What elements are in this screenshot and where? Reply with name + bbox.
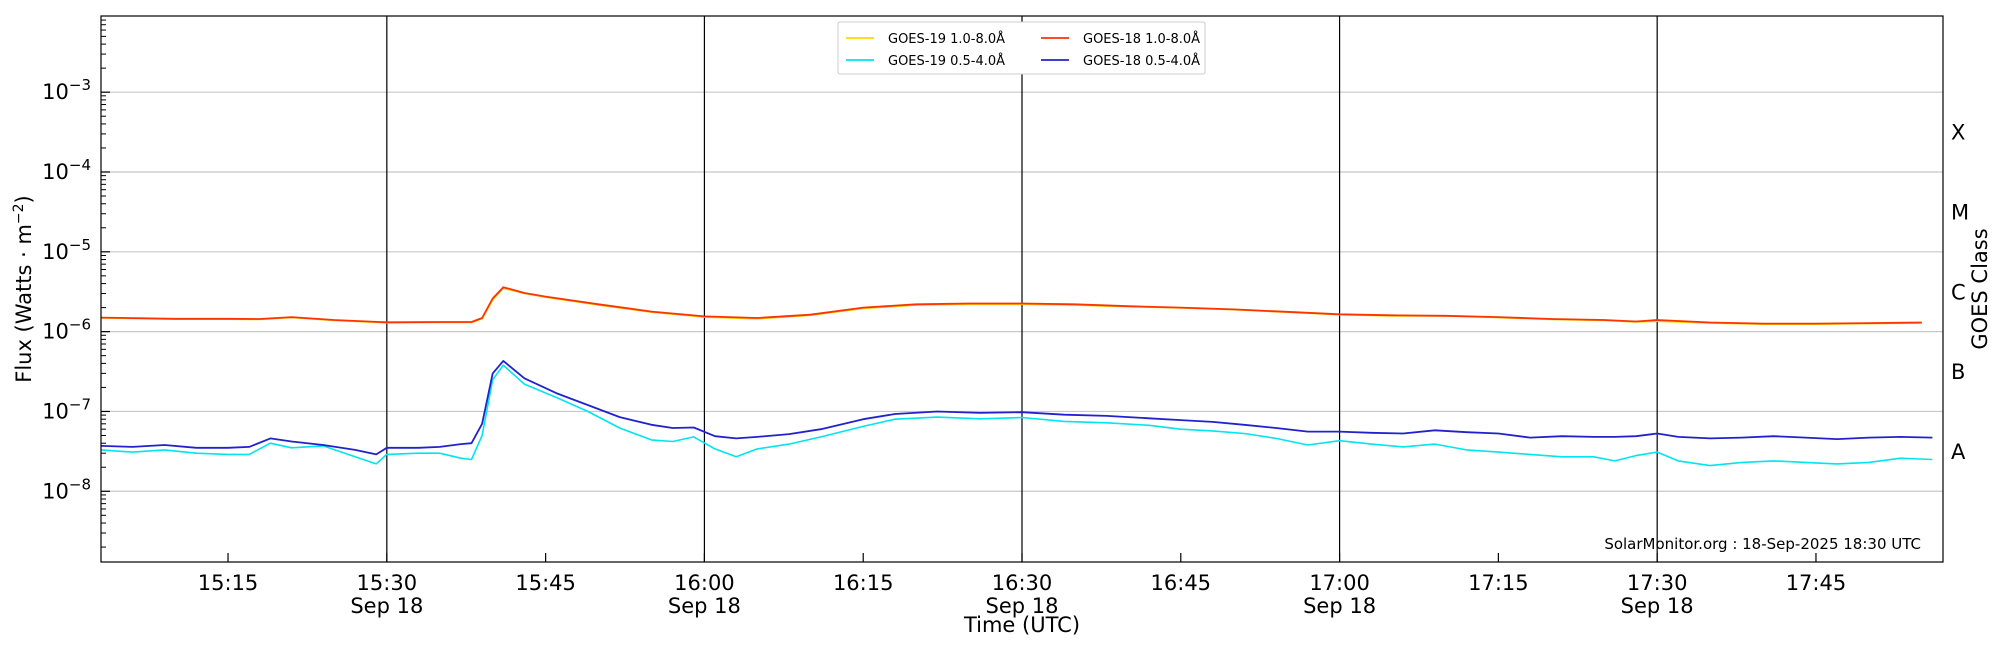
- y-tick-label: 10−6: [42, 316, 91, 344]
- x-tick-label: 17:30: [1627, 571, 1688, 595]
- legend-label: GOES-19 1.0-8.0Å: [888, 31, 1005, 47]
- y-tick-base: 10: [42, 80, 69, 104]
- y-tick-exp: −3: [69, 76, 91, 94]
- y-tick-label: 10−4: [42, 156, 91, 184]
- x-tick-label: 16:45: [1151, 571, 1212, 595]
- credit-text: SolarMonitor.org : 18-Sep-2025 18:30 UTC: [1604, 535, 1921, 553]
- y-tick-exp: −4: [69, 156, 91, 174]
- series-line-3: [100, 360, 1933, 456]
- legend-label: GOES-18 0.5-4.0Å: [1083, 53, 1200, 69]
- x-tick-label: 17:15: [1468, 571, 1529, 595]
- y-tick-exp: −6: [69, 316, 91, 334]
- goes-class-c: C: [1951, 280, 1966, 304]
- y-tick-label: 10−7: [42, 395, 91, 423]
- x-tick-label: 16:00: [674, 571, 735, 595]
- goes-class-x: X: [1951, 121, 1965, 145]
- goes-class-labels: A B C M X: [1951, 121, 1969, 464]
- goes-class-axis-title: GOES Class: [1968, 228, 1992, 349]
- y-tick-label: 10−8: [42, 475, 91, 503]
- x-tick-date-label: Sep 18: [1303, 594, 1376, 618]
- y-tick-base: 10: [42, 240, 69, 264]
- series-line-2: [100, 364, 1933, 467]
- y-tick-label: 10−3: [42, 76, 91, 104]
- x-tick-label: 15:15: [198, 571, 259, 595]
- y-axis-title-close: ): [12, 195, 36, 203]
- y-axis-title-main: Flux (Watts · m: [12, 224, 36, 383]
- y-tick-label: 10−5: [42, 236, 91, 264]
- goes-class-m: M: [1951, 200, 1969, 224]
- y-tick-base: 10: [42, 320, 69, 344]
- x-tick-label: 17:00: [1309, 571, 1370, 595]
- x-tick-date-label: Sep 18: [986, 594, 1059, 618]
- y-axis-ticks: 10−810−710−610−510−410−3: [42, 19, 110, 548]
- series-line-0: [100, 287, 1922, 325]
- y-axis-title-exp: −2: [11, 203, 27, 224]
- series-layer: [100, 286, 1933, 467]
- x-tick-date-label: Sep 18: [1621, 594, 1694, 618]
- x-tick-date-label: Sep 18: [350, 594, 423, 618]
- x-tick-label: 15:45: [515, 571, 576, 595]
- x-tick-label: 16:15: [833, 571, 894, 595]
- vertical-lines-layer: [386, 16, 1658, 562]
- goes-class-a: A: [1951, 440, 1966, 464]
- y-tick-base: 10: [42, 160, 69, 184]
- x-tick-label: 16:30: [992, 571, 1053, 595]
- x-tick-date-label: Sep 18: [668, 594, 741, 618]
- y-tick-exp: −5: [69, 236, 91, 254]
- legend-label: GOES-19 0.5-4.0Å: [888, 53, 1005, 69]
- x-tick-label: 17:45: [1786, 571, 1847, 595]
- x-tick-label: 15:30: [357, 571, 418, 595]
- y-tick-exp: −7: [69, 395, 91, 413]
- legend-label: GOES-18 1.0-8.0Å: [1083, 31, 1200, 47]
- y-tick-exp: −8: [69, 475, 91, 493]
- legend-box: [837, 21, 1206, 75]
- y-axis-title: Flux (Watts · m−2): [11, 195, 36, 383]
- legend: GOES-19 1.0-8.0Å GOES-19 0.5-4.0Å GOES-18 …: [837, 21, 1206, 75]
- y-tick-base: 10: [42, 479, 69, 503]
- series-line-1: [100, 286, 1922, 325]
- y-tick-base: 10: [42, 399, 69, 423]
- x-axis-title: Time (UTC): [963, 613, 1080, 637]
- goes-class-b: B: [1951, 360, 1965, 384]
